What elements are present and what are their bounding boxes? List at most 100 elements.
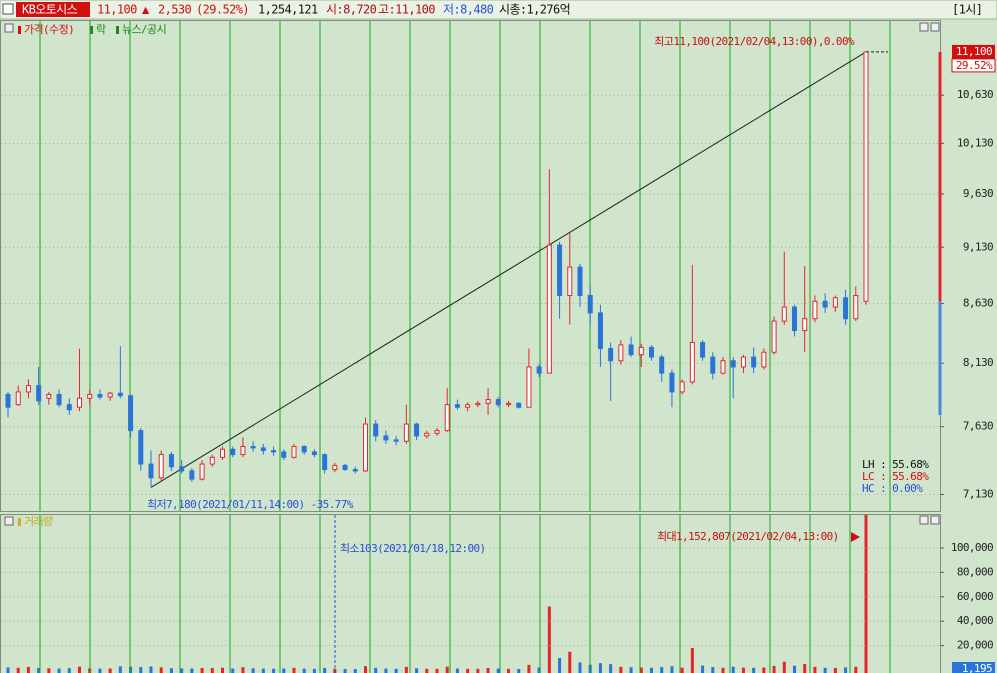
volume-bar xyxy=(527,664,531,673)
volume-bar xyxy=(210,668,214,673)
last-price-box xyxy=(952,44,995,59)
candle-body xyxy=(516,402,522,408)
volume-bar xyxy=(159,667,163,673)
candle-body xyxy=(720,360,726,374)
candle-body xyxy=(710,356,716,374)
volume-bar xyxy=(823,667,827,673)
candle-body xyxy=(383,435,389,441)
panel-button[interactable] xyxy=(4,516,14,526)
volume-bar xyxy=(609,664,613,673)
volume-bar xyxy=(384,668,388,673)
volume-bar xyxy=(578,662,582,673)
legend-swatch xyxy=(116,26,119,34)
candle-body xyxy=(291,446,297,458)
panel-button[interactable] xyxy=(919,22,929,32)
volume-bar xyxy=(302,668,306,673)
candle-body xyxy=(608,348,614,362)
volume-bar xyxy=(864,515,868,673)
candle-body xyxy=(260,447,266,452)
candle-body xyxy=(15,391,21,406)
volume-bar xyxy=(813,666,817,673)
volume-bar xyxy=(547,606,551,673)
volume-bar xyxy=(721,667,725,673)
volume-bar xyxy=(404,666,408,673)
candle-body xyxy=(393,439,399,442)
candle-body xyxy=(209,456,215,465)
panel-button[interactable] xyxy=(4,23,14,33)
volume-bar xyxy=(660,667,664,673)
volume-bar xyxy=(701,665,705,673)
y-tick-label: 8,130 xyxy=(963,356,993,369)
panel-button[interactable] xyxy=(930,515,940,525)
candle-body xyxy=(117,392,123,397)
candle-body xyxy=(36,385,42,402)
legend-rights: 락 xyxy=(96,23,106,36)
volume-panel xyxy=(0,514,941,673)
legend-swatch xyxy=(18,518,21,526)
volume-bar xyxy=(26,666,30,673)
last-volume-label: 1,195 xyxy=(962,662,992,673)
candle-body xyxy=(332,464,338,471)
volume-bar xyxy=(139,667,143,673)
volume-bar xyxy=(476,668,480,673)
candle-body xyxy=(168,454,174,468)
high: 고:11,100 xyxy=(378,3,435,17)
candle-body xyxy=(66,404,72,411)
y-tick-label: 7,130 xyxy=(963,487,993,500)
candle-body xyxy=(659,356,665,374)
volume-bars xyxy=(6,515,868,673)
volume-bar xyxy=(629,667,633,673)
volume-bar xyxy=(169,668,173,673)
candle-body xyxy=(363,423,368,472)
checkbox[interactable] xyxy=(2,3,14,15)
candle-body xyxy=(454,404,460,408)
candle-body xyxy=(311,451,317,456)
candle-body xyxy=(77,397,82,408)
volume-bar xyxy=(782,661,786,673)
volume: 1,254,121 xyxy=(258,3,318,17)
volume-bar xyxy=(149,666,153,673)
volume-bar xyxy=(353,669,357,673)
candle-body xyxy=(495,399,501,406)
volume-bar xyxy=(129,666,133,673)
change-pct: (29.52%) xyxy=(196,3,249,17)
legend-price: 가격(수정) xyxy=(24,23,74,36)
y-tick-label: 40,000 xyxy=(957,614,993,627)
volume-bar xyxy=(711,667,715,673)
stat-lc: LC : 55.68% xyxy=(862,470,929,483)
volume-bar xyxy=(200,667,204,673)
candle-body xyxy=(751,356,757,368)
volume-bar xyxy=(680,667,684,673)
top-bar xyxy=(0,0,997,20)
volume-bar xyxy=(272,668,276,673)
candle-body xyxy=(771,320,777,353)
candle-body xyxy=(557,244,563,296)
volume-bar xyxy=(598,663,602,673)
volume-bar xyxy=(37,668,41,673)
candle-body xyxy=(475,402,481,406)
candle-body xyxy=(781,306,787,322)
volume-bar xyxy=(537,667,541,673)
candle-body xyxy=(597,312,603,350)
period[interactable]: [1시] xyxy=(952,3,983,17)
candle-body xyxy=(506,402,511,406)
volume-bar xyxy=(323,667,327,673)
name-box xyxy=(16,2,90,17)
candle-body xyxy=(189,470,195,480)
candle-body xyxy=(107,392,113,398)
stock-name: KB오토시스 xyxy=(22,3,78,17)
candle-body xyxy=(669,372,675,393)
candle-body xyxy=(546,244,552,374)
panel-button[interactable] xyxy=(930,22,940,32)
candle-body xyxy=(853,294,859,320)
candle-body xyxy=(97,393,103,398)
candle-body xyxy=(199,463,205,480)
volume-bar xyxy=(343,668,347,673)
panel-button[interactable] xyxy=(919,515,929,525)
candle-body xyxy=(822,300,828,308)
candle-body xyxy=(230,448,236,456)
candle-body xyxy=(536,366,542,374)
volume-bar xyxy=(292,667,296,673)
candle-body xyxy=(138,430,144,465)
